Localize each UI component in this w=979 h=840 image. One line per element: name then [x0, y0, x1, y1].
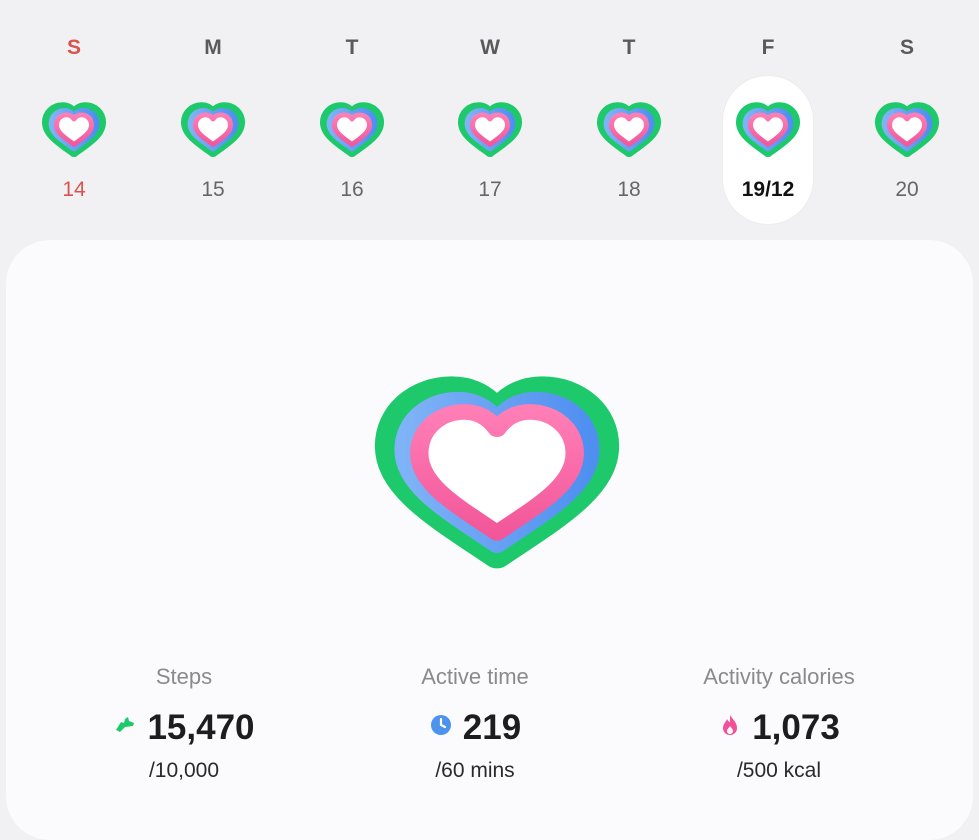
activity-card: Steps 15,470 /10,000 Active time 219 /60…	[6, 240, 973, 840]
steps-metric[interactable]: Steps 15,470 /10,000	[34, 664, 334, 784]
day-date-label: 17	[478, 178, 502, 201]
steps-goal: /10,000	[148, 759, 220, 782]
day-rings-heart-icon	[593, 96, 665, 162]
active-time-value: 219	[462, 708, 522, 747]
calories-goal: /500 kcal	[736, 759, 822, 782]
day-4[interactable]: T 18	[584, 0, 674, 230]
day-rings-heart-icon	[732, 96, 804, 162]
steps-value: 15,470	[147, 708, 255, 747]
day-of-week-label: S	[899, 36, 914, 59]
active-time-goal: /60 mins	[435, 759, 515, 782]
steps-label: Steps	[155, 664, 213, 689]
active-time-label: Active time	[421, 664, 529, 689]
day-date-label: 19/12	[741, 178, 795, 201]
day-rings-heart-icon	[177, 96, 249, 162]
day-of-week-label: S	[66, 36, 81, 59]
day-2[interactable]: T 16	[307, 0, 397, 230]
day-date-label: 16	[340, 178, 364, 201]
day-rings-heart-icon	[454, 96, 526, 162]
day-6[interactable]: S 20	[862, 0, 952, 230]
day-of-week-label: M	[204, 36, 222, 59]
day-1[interactable]: M 15	[168, 0, 258, 230]
flame-icon	[723, 715, 738, 735]
day-of-week-label: F	[761, 36, 775, 59]
day-date-label: 20	[895, 178, 919, 201]
shoe-icon	[116, 717, 135, 732]
day-of-week-label: T	[622, 36, 636, 59]
day-date-label: 14	[62, 178, 86, 201]
day-3[interactable]: W 17	[445, 0, 535, 230]
calories-label: Activity calories	[703, 664, 855, 689]
day-rings-heart-icon	[38, 96, 110, 162]
calories-value: 1,073	[752, 708, 840, 747]
day-date-label: 15	[201, 178, 225, 201]
day-of-week-label: T	[345, 36, 359, 59]
day-of-week-label: W	[480, 36, 500, 59]
day-date-label: 18	[617, 178, 641, 201]
day-5[interactable]: F 19/12	[723, 0, 813, 230]
calories-metric[interactable]: Activity calories 1,073 /500 kcal	[629, 664, 929, 784]
active-time-metric[interactable]: Active time 219 /60 mins	[325, 664, 625, 784]
activity-rings-heart	[355, 350, 639, 590]
week-strip: S 14 M 15 T 16 W 17 T 18 F 19/12 S 20	[0, 0, 979, 240]
day-0[interactable]: S 14	[29, 0, 119, 230]
day-rings-heart-icon	[316, 96, 388, 162]
clock-icon	[430, 715, 451, 735]
day-rings-heart-icon	[871, 96, 943, 162]
